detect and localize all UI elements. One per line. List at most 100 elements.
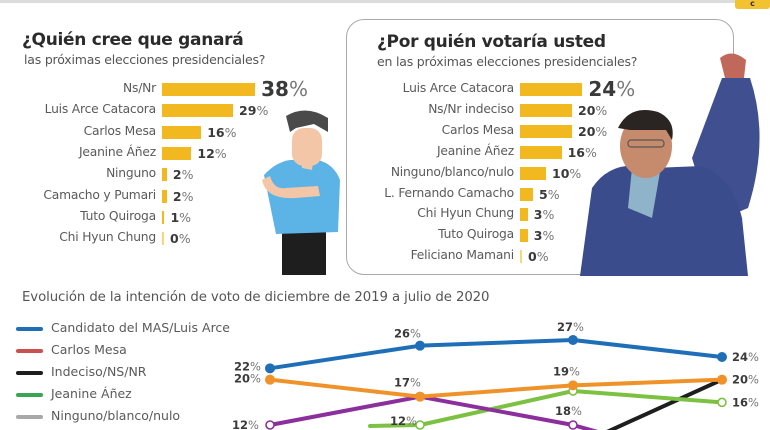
thinking-man-illustration xyxy=(262,110,340,275)
bar-label: Carlos Mesa xyxy=(441,122,515,137)
bar-label: Ninguno xyxy=(106,166,156,181)
bar xyxy=(520,250,522,264)
bar-value-label: 16% xyxy=(207,124,237,140)
data-point xyxy=(265,363,275,374)
right-chart-title: ¿Por quién votaría usted xyxy=(377,32,606,52)
left-chart-title: ¿Quién cree que ganará xyxy=(22,30,244,50)
data-label: 27% xyxy=(557,320,584,334)
data-point xyxy=(415,420,425,430)
bar-label: Jeanine Áñez xyxy=(78,144,156,159)
series-line xyxy=(268,338,724,371)
bar-label: Feliciano Mamani xyxy=(410,248,515,263)
legend-label: Jeanine Áñez xyxy=(51,386,132,401)
data-label: 16% xyxy=(732,395,759,409)
bar-value-label: 3% xyxy=(533,207,555,223)
bar-label: Ns/Nr xyxy=(122,81,156,95)
data-label: 26% xyxy=(394,327,421,341)
bar xyxy=(162,189,167,203)
line-chart-title: Evolución de la intención de voto de dic… xyxy=(22,290,490,305)
legend-label: Indeciso/NS/NR xyxy=(51,364,147,379)
bar-value-label: 2% xyxy=(172,188,194,204)
bar-label: Chi Hyun Chung xyxy=(417,206,514,221)
bar xyxy=(162,125,202,139)
series-line xyxy=(368,389,724,428)
bar-value-label: 1% xyxy=(170,209,192,225)
data-label: 12% xyxy=(232,418,259,430)
bar xyxy=(162,104,234,118)
data-point xyxy=(265,374,275,385)
bar-label: Luis Arce Catacora xyxy=(402,81,515,95)
data-label: 24% xyxy=(732,350,759,364)
legend-label: Candidato del MAS/Luis Arce xyxy=(51,320,230,335)
publisher-logo: ᴄ xyxy=(735,0,770,9)
data-point xyxy=(568,420,578,430)
bar-value-label: 38% xyxy=(261,77,308,101)
series-line xyxy=(606,377,724,430)
left-chart-subtitle: las próximas elecciones presidenciales? xyxy=(24,52,266,67)
bar xyxy=(162,168,167,182)
bar-label: Tuto Quiroga xyxy=(80,208,156,223)
bar-value-label: 16% xyxy=(567,144,597,160)
data-label: 22% xyxy=(234,359,261,373)
top-rule xyxy=(0,0,735,3)
data-point xyxy=(265,420,275,430)
legend-item: Indeciso/NS/NR xyxy=(16,364,146,380)
bar xyxy=(520,145,562,159)
bar-label: L. Fernando Camacho xyxy=(384,185,514,200)
series-line xyxy=(268,377,724,399)
right-chart-subtitle: en las próximas elecciones presidenciale… xyxy=(377,54,638,69)
bar-label: Camacho y Pumari xyxy=(43,187,156,202)
bar-label: Ninguno/blanco/nulo xyxy=(390,164,514,179)
data-point xyxy=(415,340,425,351)
legend-label: Carlos Mesa xyxy=(51,342,127,357)
bar-value-label: 2% xyxy=(172,167,194,183)
bar-value-label: 10% xyxy=(552,165,582,181)
panel-who-will-win: ¿Quién cree que ganará las próximas elec… xyxy=(18,22,348,275)
legend-swatch xyxy=(16,414,43,419)
bar xyxy=(520,187,533,201)
data-point xyxy=(717,374,727,385)
legend-item: Jeanine Áñez xyxy=(16,386,132,402)
series-line xyxy=(268,394,599,430)
bar-value-label: 20% xyxy=(578,123,608,139)
candidate-photo xyxy=(580,53,760,276)
bar-label: Ns/Nr indeciso xyxy=(428,101,514,116)
data-point xyxy=(415,391,425,402)
data-label: 18% xyxy=(555,404,582,418)
bar xyxy=(162,232,164,246)
bar-value-label: 12% xyxy=(197,145,227,161)
legend-label: Ninguno/blanco/nulo xyxy=(51,408,181,423)
bar-value-label: 3% xyxy=(533,228,555,244)
bar-value-label: 5% xyxy=(539,186,560,202)
legend-swatch xyxy=(16,326,43,331)
legend-swatch xyxy=(16,348,43,353)
data-label: 20% xyxy=(732,373,759,387)
data-label: 12% xyxy=(390,414,417,428)
legend-item: Ninguno/blanco/nulo xyxy=(16,408,180,424)
bar-label: Tuto Quiroga xyxy=(438,227,514,242)
legend-swatch xyxy=(16,392,43,397)
bar-label: Luis Arce Catacora xyxy=(44,102,157,117)
data-label: 17% xyxy=(394,376,421,390)
data-point xyxy=(717,352,727,362)
bar-value-label: 0% xyxy=(170,231,191,247)
bar xyxy=(520,208,528,222)
legend-swatch xyxy=(16,370,43,375)
bar-label: Jeanine Áñez xyxy=(436,143,514,158)
data-point xyxy=(717,397,727,408)
bar xyxy=(162,146,192,160)
bar xyxy=(162,83,256,96)
legend-item: Carlos Mesa xyxy=(16,342,127,358)
data-point xyxy=(568,380,578,391)
bar-value-label: 0% xyxy=(528,249,549,265)
data-point xyxy=(568,335,578,345)
legend-item: Candidato del MAS/Luis Arce xyxy=(16,320,230,336)
bar xyxy=(520,103,572,117)
bar xyxy=(162,210,165,224)
data-label: 19% xyxy=(553,364,580,378)
bar-label: Carlos Mesa xyxy=(83,123,157,138)
data-label: 20% xyxy=(234,372,261,386)
bar-value-label: 24% xyxy=(588,77,636,101)
bar-value-label: 20% xyxy=(578,102,608,118)
